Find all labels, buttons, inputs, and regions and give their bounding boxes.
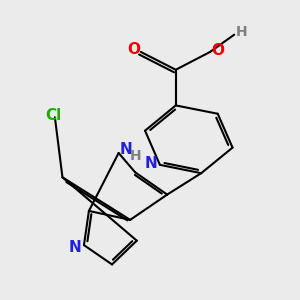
Text: H: H: [129, 149, 141, 163]
Text: O: O: [127, 42, 140, 57]
Text: N: N: [144, 156, 157, 171]
Text: Cl: Cl: [45, 108, 62, 123]
Text: N: N: [68, 240, 81, 255]
Text: O: O: [211, 43, 224, 58]
Text: N: N: [119, 142, 132, 158]
Text: H: H: [236, 25, 247, 39]
